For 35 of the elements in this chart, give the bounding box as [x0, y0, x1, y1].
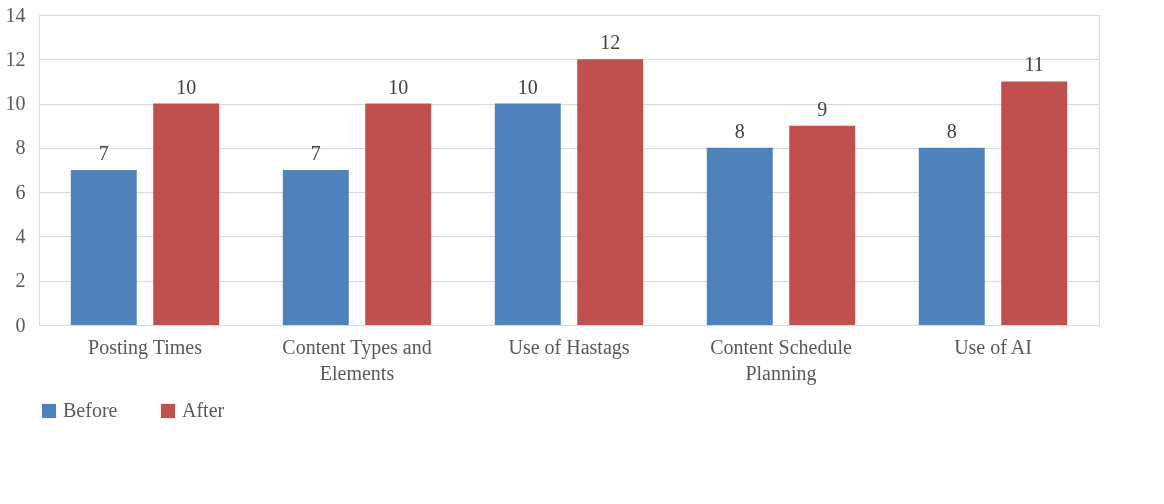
bar — [789, 125, 856, 325]
bar — [918, 147, 985, 325]
y-tick-label: 4 — [15, 224, 26, 247]
y-tick-label: 2 — [15, 269, 26, 292]
bar — [153, 103, 220, 325]
data-label: 7 — [310, 142, 321, 164]
bar — [1001, 81, 1068, 325]
bar — [365, 103, 432, 325]
x-tick-label: Posting Times — [88, 335, 203, 359]
y-tick-label: 8 — [15, 136, 26, 159]
x-tick-label: Use of Hastags — [508, 335, 630, 359]
x-tick-label: Content Schedule Planning — [710, 335, 852, 385]
x-tick-label: Content Types and Elements — [282, 335, 432, 384]
data-label: 7 — [98, 142, 109, 164]
data-label: 8 — [946, 119, 957, 142]
legend-label: Before — [63, 399, 118, 421]
data-label: 10 — [517, 75, 538, 98]
bar — [494, 103, 561, 325]
bar — [70, 170, 137, 325]
data-label: 8 — [734, 119, 745, 142]
y-tick-label: 10 — [5, 92, 26, 115]
y-tick-label: 6 — [15, 180, 26, 203]
bar — [706, 147, 773, 325]
data-label: 11 — [1024, 53, 1044, 76]
legend-label: After — [182, 399, 225, 421]
x-tick-label: Use of AI — [954, 335, 1032, 358]
y-tick-label: 14 — [5, 3, 26, 26]
y-tick-label: 0 — [15, 313, 26, 336]
data-label: 12 — [600, 31, 621, 54]
data-label: 10 — [388, 75, 409, 98]
data-label: 9 — [817, 97, 828, 120]
bar — [282, 170, 349, 325]
y-tick-label: 12 — [5, 47, 26, 70]
bar — [577, 59, 644, 325]
data-label: 10 — [176, 75, 197, 98]
